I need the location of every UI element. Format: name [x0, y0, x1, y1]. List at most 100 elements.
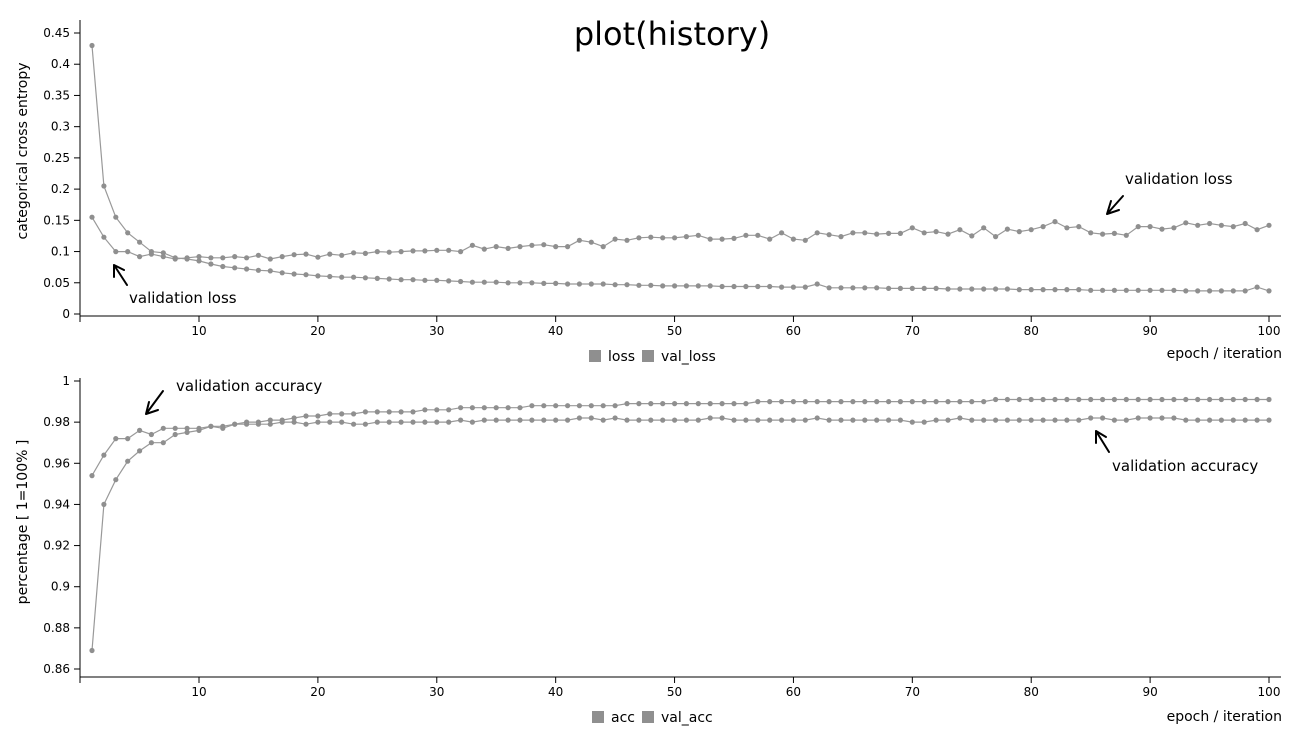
- legend-label-loss: loss: [608, 349, 635, 365]
- series-point-acc: [1171, 396, 1177, 403]
- series-point-val-loss: [993, 234, 999, 240]
- series-point-acc: [1052, 396, 1058, 403]
- series-point-loss: [113, 214, 119, 220]
- acc-ticks: 10 20 30 40 50 60 70 80 90 100 0.86 0.88 0.9 0.92 0.94…: [43, 374, 1280, 699]
- acc-x-tick-label: 50: [667, 685, 682, 699]
- series-point-val-loss: [802, 237, 808, 243]
- series-point-acc: [838, 399, 844, 405]
- series-point-val-acc: [172, 425, 178, 431]
- series-point-loss: [398, 277, 404, 283]
- loss-x-tick-label: 30: [429, 324, 444, 338]
- series-point-acc: [291, 415, 297, 421]
- series-point-val-loss: [743, 232, 749, 238]
- series-point-val-loss: [1123, 232, 1129, 238]
- series-point-loss: [196, 258, 202, 264]
- loss-y-tick-label: 0.3: [51, 120, 70, 134]
- series-point-acc: [184, 429, 190, 435]
- acc-legend: acc val_acc: [592, 710, 713, 726]
- series-point-val-acc: [969, 417, 975, 423]
- legend-label-val-acc: val_acc: [661, 710, 713, 726]
- series-point-val-loss: [862, 230, 868, 236]
- series-point-val-loss: [779, 230, 785, 236]
- series-point-val-acc: [398, 419, 404, 425]
- series-point-loss: [624, 282, 630, 288]
- series-point-loss: [945, 286, 951, 292]
- series-point-loss: [422, 277, 428, 283]
- series-point-val-acc: [1171, 415, 1177, 421]
- loss-y-tick-label: 0.45: [43, 26, 70, 40]
- series-point-val-loss: [612, 236, 618, 242]
- series-point-loss: [1004, 286, 1011, 292]
- series-point-val-acc: [493, 417, 499, 423]
- series-point-acc: [576, 403, 583, 409]
- series-point-val-acc: [612, 415, 618, 421]
- series-point-loss: [993, 286, 999, 292]
- acc-y-tick-label: 0.96: [43, 456, 70, 470]
- series-point-acc: [909, 399, 915, 405]
- series-point-acc: [683, 401, 690, 407]
- series-point-loss: [672, 283, 678, 289]
- series-point-loss: [125, 230, 131, 236]
- series-point-loss: [755, 283, 761, 290]
- series-point-acc: [790, 399, 797, 405]
- series-point-loss: [493, 279, 499, 285]
- series-point-val-acc: [588, 415, 594, 421]
- series-point-val-acc: [529, 417, 535, 423]
- series-point-val-loss: [339, 252, 345, 258]
- series-point-acc: [672, 401, 678, 407]
- series-point-val-acc: [1064, 417, 1070, 423]
- series-point-loss: [291, 271, 297, 277]
- series-point-val-acc: [636, 417, 642, 423]
- series-point-val-acc: [196, 425, 202, 431]
- series-point-loss: [481, 279, 487, 285]
- series-point-val-loss: [493, 244, 499, 250]
- series-point-val-acc: [1242, 417, 1248, 423]
- series-point-loss: [434, 277, 440, 283]
- series-point-val-acc: [648, 417, 654, 423]
- series-point-loss: [517, 280, 523, 286]
- series-point-val-acc: [1135, 415, 1141, 421]
- series-point-val-acc: [886, 417, 892, 423]
- series-point-val-acc: [719, 415, 725, 421]
- series-point-val-acc: [148, 431, 154, 438]
- series-point-loss: [255, 267, 261, 273]
- acc-x-tick-label: 20: [310, 685, 325, 699]
- series-point-loss: [1147, 287, 1153, 293]
- series-point-val-acc: [1266, 417, 1272, 423]
- series-point-acc: [779, 399, 785, 405]
- series-point-val-acc: [945, 417, 951, 423]
- series-point-acc: [648, 401, 654, 407]
- series-point-val-loss: [505, 245, 511, 251]
- series-point-val-loss: [707, 236, 713, 242]
- series-point-acc: [969, 399, 975, 405]
- series-point-acc: [1064, 396, 1070, 403]
- series-point-val-acc: [624, 417, 630, 423]
- series-point-val-acc: [327, 419, 333, 425]
- series-point-val-loss: [208, 255, 214, 261]
- series-point-acc: [755, 399, 761, 405]
- acc-x-tick-label: 80: [1024, 685, 1039, 699]
- series-point-loss: [208, 261, 214, 267]
- series-point-loss: [695, 283, 701, 289]
- loss-x-tick-label: 90: [1142, 324, 1157, 338]
- series-point-val-acc: [184, 425, 190, 431]
- series-point-acc: [707, 401, 713, 407]
- acc-y-axis-label: percentage [ 1=100% ]: [15, 440, 31, 605]
- series-point-val-loss: [1218, 222, 1224, 228]
- series-point-val-loss: [719, 236, 725, 242]
- series-point-val-loss: [1159, 226, 1165, 232]
- series-point-val-acc: [422, 419, 428, 425]
- series-point-val-acc: [315, 419, 321, 425]
- series-point-val-acc: [279, 419, 285, 425]
- loss-y-tick-label: 0.4: [51, 57, 70, 71]
- series-point-loss: [1123, 287, 1129, 293]
- series-point-val-acc: [802, 417, 808, 423]
- series-point-acc: [743, 401, 749, 407]
- series-point-val-acc: [291, 419, 297, 425]
- legend-label-acc: acc: [611, 710, 635, 726]
- series-point-val-acc: [576, 415, 583, 421]
- series-point-val-loss: [148, 251, 154, 257]
- series-point-val-acc: [113, 436, 119, 442]
- series-point-val-loss: [1195, 222, 1201, 228]
- series-point-val-acc: [101, 452, 107, 458]
